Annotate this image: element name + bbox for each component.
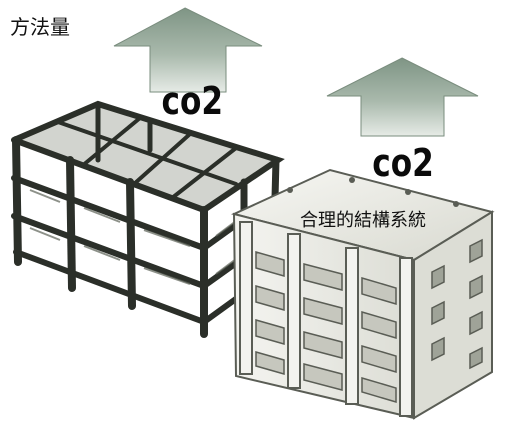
up-arrow-icon <box>326 57 479 137</box>
right-co2-arrow: co2 <box>326 57 479 186</box>
up-arrow-icon <box>113 7 263 93</box>
structure-system-label: 合理的結構系統 <box>300 210 426 231</box>
right-co2-text: co2 <box>372 142 434 186</box>
left-co2-arrow: co2 <box>113 7 263 124</box>
right-wall-structure <box>231 168 495 420</box>
method-label: 方法量 <box>10 15 70 39</box>
left-frame-structure <box>11 100 285 338</box>
left-co2-text: co2 <box>162 80 224 124</box>
